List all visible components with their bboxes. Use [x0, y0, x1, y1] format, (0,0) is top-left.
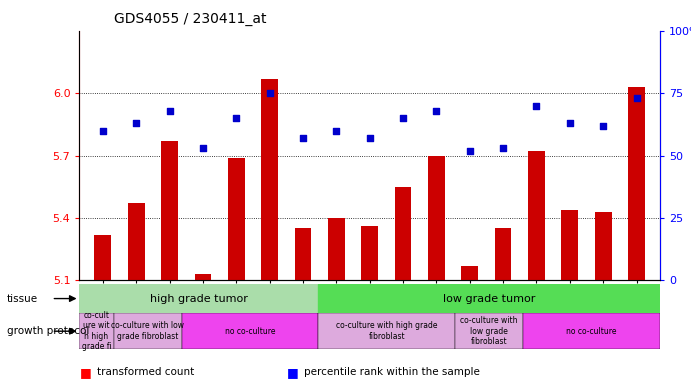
Bar [361, 226, 378, 280]
Bar [113, 313, 182, 349]
FancyBboxPatch shape [319, 284, 660, 313]
Bar [395, 187, 411, 280]
Point [364, 135, 375, 141]
Text: co-culture with high grade
fibroblast: co-culture with high grade fibroblast [336, 321, 437, 341]
Bar [294, 228, 312, 280]
Bar [261, 79, 278, 280]
Bar [523, 313, 660, 349]
Text: ■: ■ [79, 366, 91, 379]
Bar [495, 228, 511, 280]
Bar [462, 266, 478, 280]
Text: co-culture with low
grade fibroblast: co-culture with low grade fibroblast [111, 321, 184, 341]
Bar [161, 141, 178, 280]
Text: co-cult
ure wit
h high
grade fi: co-cult ure wit h high grade fi [82, 311, 111, 351]
Bar [182, 313, 319, 349]
Point [131, 120, 142, 126]
Bar [628, 87, 645, 280]
Point [464, 147, 475, 154]
Bar [562, 210, 578, 280]
Point [531, 103, 542, 109]
Point [498, 145, 509, 151]
Text: no co-culture: no co-culture [225, 327, 276, 336]
Point [231, 115, 242, 121]
Bar [595, 212, 612, 280]
Point [431, 108, 442, 114]
Point [598, 122, 609, 129]
Bar [128, 204, 144, 280]
Text: transformed count: transformed count [97, 367, 194, 377]
Bar [428, 156, 445, 280]
Bar [328, 218, 345, 280]
Bar [95, 235, 111, 280]
Text: low grade tumor: low grade tumor [443, 293, 536, 304]
Bar [319, 313, 455, 349]
Point [631, 95, 642, 101]
Text: co-culture with
low grade
fibroblast: co-culture with low grade fibroblast [460, 316, 518, 346]
Text: ■: ■ [287, 366, 299, 379]
Text: tissue: tissue [7, 294, 38, 304]
Bar [228, 157, 245, 280]
Point [297, 135, 308, 141]
Text: GDS4055 / 230411_at: GDS4055 / 230411_at [114, 12, 267, 25]
Bar [455, 313, 523, 349]
Text: percentile rank within the sample: percentile rank within the sample [304, 367, 480, 377]
Point [198, 145, 209, 151]
FancyBboxPatch shape [79, 284, 319, 313]
Point [565, 120, 576, 126]
Point [264, 90, 275, 96]
Point [97, 127, 108, 134]
Text: no co-culture: no co-culture [567, 327, 617, 336]
Bar [528, 151, 545, 280]
Point [164, 108, 175, 114]
Bar [79, 313, 113, 349]
Bar [195, 274, 211, 280]
Text: growth protocol: growth protocol [7, 326, 89, 336]
Point [397, 115, 408, 121]
Text: high grade tumor: high grade tumor [150, 293, 248, 304]
Point [331, 127, 342, 134]
